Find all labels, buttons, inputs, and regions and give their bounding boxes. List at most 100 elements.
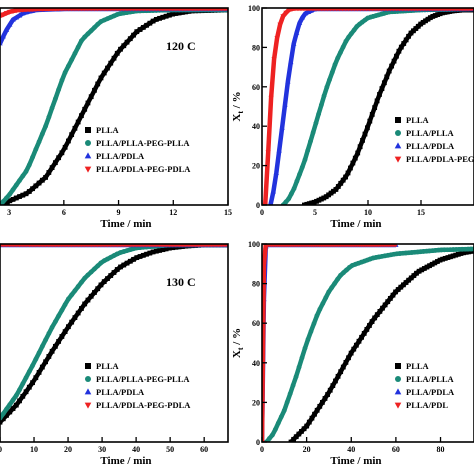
data-point	[332, 62, 338, 67]
data-point	[400, 8, 405, 12]
data-point	[180, 244, 185, 248]
legend-marker	[85, 376, 91, 382]
data-point	[350, 160, 356, 166]
y-tick-label: 80	[252, 280, 260, 289]
data-point	[398, 284, 404, 290]
data-point	[92, 290, 97, 295]
data-point	[170, 8, 175, 12]
data-point	[390, 292, 396, 298]
data-point	[50, 244, 54, 248]
y-axis-label: Xt / %	[231, 328, 245, 358]
data-point	[311, 8, 315, 12]
data-point	[437, 11, 443, 17]
data-point	[275, 420, 281, 426]
data-point	[95, 8, 100, 12]
data-point	[33, 8, 38, 12]
data-point	[95, 21, 101, 27]
data-point	[385, 299, 391, 305]
data-point	[69, 244, 74, 248]
data-point	[302, 8, 306, 12]
legend-marker	[395, 130, 401, 136]
data-point	[381, 80, 387, 86]
data-point	[105, 65, 110, 71]
data-point	[16, 12, 23, 18]
data-point	[288, 59, 294, 65]
data-point	[302, 10, 309, 16]
data-point	[170, 245, 176, 251]
data-point	[99, 244, 103, 248]
data-point	[102, 8, 107, 12]
data-point	[355, 8, 360, 12]
y-tick-label: 60	[252, 319, 260, 328]
data-point	[46, 114, 52, 120]
axes-frame	[261, 243, 474, 443]
data-point	[148, 8, 152, 12]
data-point	[13, 8, 19, 14]
data-point	[445, 255, 451, 260]
data-point	[364, 8, 369, 12]
data-point	[427, 263, 432, 269]
data-point	[13, 393, 19, 398]
data-point	[26, 189, 32, 194]
data-point	[293, 374, 299, 380]
data-point	[193, 8, 198, 12]
data-point	[302, 345, 308, 351]
data-point	[274, 36, 280, 41]
data-point	[317, 306, 323, 312]
data-point	[46, 331, 52, 336]
data-point	[316, 197, 322, 203]
data-point	[148, 244, 152, 248]
data-point	[379, 8, 384, 12]
data-point	[40, 244, 45, 248]
data-point	[7, 9, 13, 15]
data-point	[7, 409, 13, 415]
data-point	[23, 168, 29, 174]
data-point	[127, 36, 133, 42]
data-point	[319, 400, 325, 405]
data-point	[69, 319, 75, 325]
data-point	[433, 8, 438, 12]
data-point	[273, 170, 279, 176]
data-point	[343, 174, 348, 180]
data-point	[440, 10, 445, 16]
data-point	[406, 33, 411, 39]
data-point	[353, 342, 359, 348]
data-point	[3, 27, 10, 32]
data-point	[60, 244, 64, 248]
data-point	[134, 8, 139, 12]
data-point	[134, 255, 140, 261]
data-point	[66, 324, 71, 330]
x-tick-label: 80	[437, 445, 445, 454]
data-point	[108, 8, 113, 12]
data-point	[222, 8, 227, 12]
data-point	[196, 8, 201, 12]
data-point	[288, 439, 294, 442]
data-point	[86, 8, 90, 12]
data-point	[1, 244, 6, 248]
data-point	[317, 8, 321, 12]
legend-marker	[394, 156, 402, 163]
data-point	[352, 155, 358, 161]
data-point	[27, 244, 32, 248]
data-point	[134, 29, 140, 35]
data-point	[160, 14, 166, 20]
data-point	[36, 180, 42, 186]
data-point	[299, 428, 304, 434]
data-point	[89, 244, 94, 248]
data-point	[281, 408, 287, 413]
data-point	[299, 355, 305, 361]
data-point	[282, 101, 288, 107]
data-point	[377, 308, 383, 314]
data-point	[401, 41, 407, 46]
legend-label: PLLA/PDLA	[96, 151, 145, 161]
data-point	[216, 8, 221, 12]
legend: PLLA PLLA/PLLA PLLA/PDLA PLLA/PDLA-PEG-PDLA	[394, 115, 474, 164]
data-point	[30, 154, 35, 160]
data-point	[72, 51, 78, 56]
data-point	[52, 160, 58, 166]
data-point	[334, 8, 339, 12]
data-point	[430, 14, 436, 19]
data-point	[187, 8, 191, 12]
data-point	[26, 162, 32, 168]
